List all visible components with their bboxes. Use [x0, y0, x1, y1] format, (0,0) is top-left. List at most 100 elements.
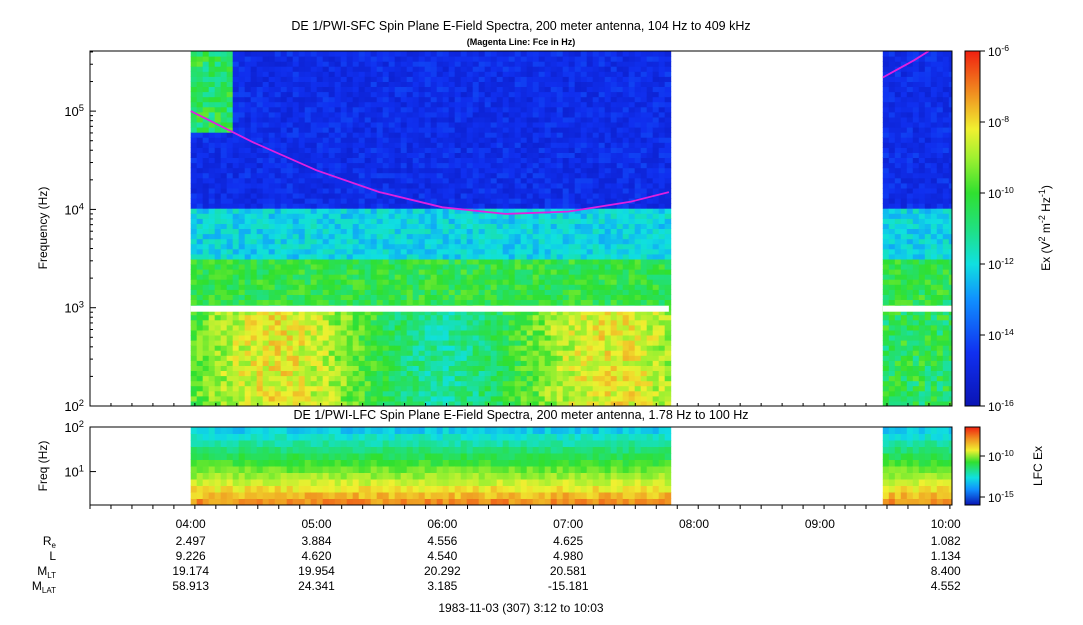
sfc-spectrogram-cell — [478, 182, 486, 189]
sfc-spectrogram-cell — [316, 238, 324, 245]
sfc-spectrogram-cell — [346, 122, 354, 128]
sfc-spectrogram-cell — [220, 152, 228, 158]
sfc-spectrogram-cell — [472, 385, 480, 392]
sfc-spectrogram-cell — [322, 193, 330, 199]
sfc-spectrogram-cell — [202, 355, 210, 361]
sfc-spectrogram-cell — [580, 218, 588, 224]
sfc-spectrogram-cell — [196, 203, 204, 209]
sfc-spectrogram-cell — [472, 355, 480, 361]
sfc-spectrogram-cell — [448, 61, 456, 67]
sfc-spectrogram-cell — [538, 127, 546, 133]
sfc-spectrogram-cell — [298, 365, 306, 371]
sfc-spectrogram-cell — [334, 284, 342, 290]
sfc-spectrogram-cell — [322, 137, 330, 143]
sfc-spectrogram-cell — [250, 375, 258, 382]
sfc-spectrogram-cell — [592, 177, 600, 184]
sfc-spectrogram-cell — [238, 51, 246, 57]
sfc-spectrogram-cell — [280, 390, 288, 397]
sfc-spectrogram-cell — [592, 360, 600, 366]
sfc-spectrogram-cell — [376, 355, 384, 361]
sfc-spectrogram-cell — [190, 81, 198, 87]
sfc-spectrogram-cell — [202, 101, 210, 108]
sfc-spectrogram-cell — [544, 309, 552, 316]
sfc-spectrogram-cell — [322, 390, 330, 397]
sfc-spectrogram-cell — [592, 127, 600, 133]
sfc-spectrogram-cell — [250, 243, 258, 250]
sfc-spectrogram-cell — [574, 400, 582, 406]
sfc-spectrogram-cell — [316, 116, 324, 123]
sfc-spectrogram-cell — [346, 51, 354, 57]
sfc-spectrogram-cell — [214, 177, 222, 184]
sfc-spectrogram-cell — [232, 203, 240, 209]
sfc-spectrogram-cell — [370, 81, 378, 87]
sfc-spectrogram-cell — [586, 127, 594, 133]
sfc-spectrogram-cell — [214, 395, 222, 402]
sfc-spectrogram-cell — [364, 228, 372, 235]
sfc-spectrogram-cell — [340, 76, 348, 82]
sfc-spectrogram-cell — [550, 61, 558, 67]
sfc-spectrogram-cell — [364, 238, 372, 245]
sfc-spectrogram-cell — [514, 203, 522, 209]
sfc-spectrogram-cell — [454, 66, 462, 72]
sfc-spectrogram-cell — [196, 122, 204, 128]
sfc-spectrogram-cell — [466, 375, 474, 382]
sfc-spectrogram-cell — [460, 66, 468, 72]
sfc-spectrogram-cell — [298, 264, 306, 270]
sfc-spectrogram-cell — [238, 233, 246, 240]
sfc-spectrogram-cell — [490, 127, 498, 133]
sfc-spectrogram-cell — [244, 258, 252, 265]
sfc-spectrogram-cell — [604, 106, 612, 113]
sfc-spectrogram-cell — [340, 218, 348, 224]
sfc-spectrogram-cell — [286, 86, 294, 93]
sfc-spectrogram-cell — [298, 345, 306, 351]
sfc-spectrogram-cell — [562, 264, 570, 270]
sfc-spectrogram-cell — [550, 335, 558, 341]
sfc-spectrogram-cell — [286, 264, 294, 270]
sfc-spectrogram-cell — [568, 264, 576, 270]
sfc-spectrogram-cell — [220, 106, 228, 113]
sfc-spectrogram-cell — [400, 324, 408, 331]
sfc-spectrogram-cell — [352, 127, 360, 133]
sfc-spectrogram-cell — [370, 375, 378, 382]
sfc-spectrogram-cell — [274, 380, 282, 387]
sfc-spectrogram-cell — [238, 187, 246, 194]
sfc-spectrogram-cell — [322, 299, 330, 306]
sfc-spectrogram-cell — [286, 91, 294, 98]
sfc-spectrogram-cell — [454, 116, 462, 123]
sfc-spectrogram-cell — [334, 309, 342, 316]
sfc-spectrogram-cell — [328, 390, 336, 397]
sfc-spectrogram-cell — [430, 319, 438, 326]
sfc-spectrogram-cell — [526, 370, 534, 377]
sfc-spectrogram-cell — [370, 258, 378, 265]
sfc-spectrogram-cell — [448, 329, 456, 336]
sfc-spectrogram-cell — [202, 193, 210, 199]
sfc-spectrogram-cell — [496, 162, 504, 169]
sfc-spectrogram-cell — [406, 81, 414, 87]
sfc-spectrogram-cell — [484, 264, 492, 270]
sfc-spectrogram-cell — [478, 142, 486, 148]
sfc-spectrogram-cell — [466, 132, 474, 138]
sfc-spectrogram-cell — [202, 96, 210, 103]
sfc-spectrogram-cell — [322, 81, 330, 87]
sfc-spectrogram-cell — [544, 385, 552, 392]
sfc-spectrogram-cell — [448, 248, 456, 255]
sfc-spectrogram-cell — [304, 142, 312, 148]
sfc-spectrogram-cell — [274, 111, 282, 118]
sfc-spectrogram-cell — [442, 137, 450, 143]
sfc-spectrogram-cell — [364, 96, 372, 103]
sfc-spectrogram-cell — [388, 162, 396, 169]
sfc-spectrogram-cell — [358, 152, 366, 158]
sfc-spectrogram-cell — [328, 279, 336, 285]
sfc-spectrogram-cell — [412, 233, 420, 240]
sfc-spectrogram-cell — [448, 71, 456, 77]
sfc-spectrogram-cell — [346, 355, 354, 361]
sfc-spectrogram-cell — [550, 91, 558, 98]
sfc-spectrogram-cell — [424, 187, 432, 194]
sfc-spectrogram-cell — [376, 385, 384, 392]
sfc-spectrogram-cell — [568, 127, 576, 133]
sfc-spectrogram-cell — [454, 187, 462, 194]
sfc-spectrogram-cell — [484, 187, 492, 194]
sfc-spectrogram-cell — [304, 360, 312, 366]
sfc-spectrogram-cell — [610, 294, 618, 300]
sfc-spectrogram-cell — [532, 51, 540, 57]
